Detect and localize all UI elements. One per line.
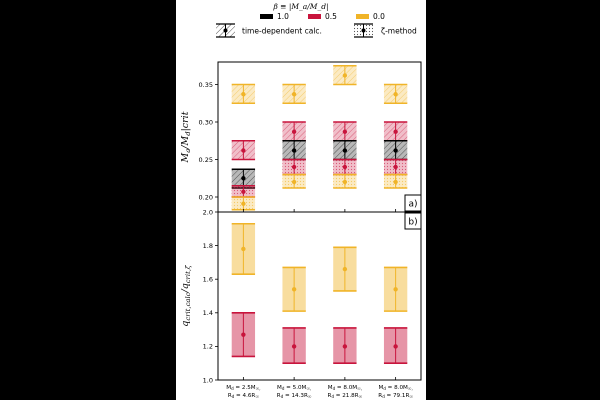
y-tick-label: 1.2 xyxy=(203,343,213,351)
y-tick-label: 1.4 xyxy=(203,309,213,317)
data-point xyxy=(342,179,348,185)
data-point xyxy=(241,148,246,153)
series-calc-beta-1.0 xyxy=(231,139,408,189)
legend-entry-beta-0.0: 0.0 xyxy=(356,12,385,21)
x-tick-label-line2: Rd = 21.8R☉ xyxy=(328,393,363,399)
y-tick-label: 0.20 xyxy=(199,193,213,201)
data-point xyxy=(291,148,297,153)
x-tick-label-line2: Rd = 79.1R☉ xyxy=(378,393,413,399)
legend: β ≡ |M_a/M_d|1.0 0.5 0.0 time-dependent cal… xyxy=(216,2,417,38)
panel-label: b) xyxy=(408,218,417,228)
y-tick-label: 0.35 xyxy=(199,81,213,89)
data-point xyxy=(393,344,398,349)
legend-title: β ≡ |M_a/M_d| xyxy=(272,2,328,11)
panel-b: 1.0 1.2 1.4 1.6 1.8 2.0 qcrit,calc/qcrit,ζ b) xyxy=(180,208,422,384)
y-tick-label: 1.6 xyxy=(203,276,213,284)
panel-label-box xyxy=(404,212,422,230)
data-point xyxy=(241,176,246,181)
data-point xyxy=(241,201,246,206)
data-point xyxy=(393,92,398,97)
data-point xyxy=(342,148,348,153)
data-point xyxy=(291,344,297,349)
x-tick-label-line2: Rd = 14.3R☉ xyxy=(277,393,312,399)
data-point xyxy=(291,287,297,292)
legend-label-0.0: 0.0 xyxy=(373,12,385,21)
legend-method-marker xyxy=(223,28,228,33)
data-point xyxy=(342,344,348,349)
series-zeta-beta-0.0 xyxy=(231,173,408,211)
series-zeta-beta-0.5 xyxy=(231,158,408,198)
y-tick-label: 2.0 xyxy=(203,208,213,216)
y-axis-label: Ma/Md|crit xyxy=(180,111,192,163)
data-point xyxy=(291,179,297,185)
x-tick-label-line1: Md = 8.0M☉, xyxy=(328,385,362,391)
y-tick-label: 1.8 xyxy=(203,242,213,250)
data-point xyxy=(291,92,297,97)
data-point xyxy=(393,287,398,292)
panel-label: a) xyxy=(408,200,417,210)
x-tick-label-line1: Md = 8.0M☉, xyxy=(379,385,413,391)
data-point xyxy=(241,189,246,194)
series-calc-beta-0.5 xyxy=(231,121,408,161)
legend-entry-method-time-dependent: time-dependent calc. xyxy=(216,23,322,38)
y-tick-label: 0.30 xyxy=(199,118,213,126)
data-point xyxy=(393,148,398,153)
y-tick-label: 0.25 xyxy=(199,156,213,164)
legend-entry-beta-1.0: 1.0 xyxy=(260,12,289,21)
series-calc-beta-0.0 xyxy=(231,64,408,105)
legend-entry-method-zeta: ζ-method xyxy=(354,23,417,38)
legend-swatch-0.0 xyxy=(356,14,369,19)
data-point xyxy=(342,164,348,170)
data-point xyxy=(342,73,348,78)
legend-method-label: ζ-method xyxy=(381,27,417,36)
data-point xyxy=(393,129,398,134)
series-calc-beta-0.5 xyxy=(231,311,408,365)
data-point xyxy=(393,164,398,170)
x-tick-label-line2: Rd = 4.6R☉ xyxy=(228,393,259,399)
panel-label-box xyxy=(404,194,422,212)
y-axis-label: qcrit,calc/qcrit,ζ xyxy=(180,264,192,327)
y-tick-label: 1.0 xyxy=(203,376,213,384)
data-point xyxy=(291,164,297,170)
data-point xyxy=(342,266,348,272)
x-axis: Md = 2.5M☉, Rd = 4.6R☉ Md = 5.0M☉, Rd = 14.… xyxy=(226,385,413,399)
panel-a: 0.20 0.25 0.30 0.35 Ma/Md|crit a) xyxy=(180,61,422,213)
data-point xyxy=(393,179,398,185)
x-tick-label-line1: Md = 2.5M☉, xyxy=(226,385,260,391)
data-point xyxy=(291,129,297,134)
data-point xyxy=(241,246,246,252)
series-calc-beta-0.0 xyxy=(231,222,408,312)
panels: 0.20 0.25 0.30 0.35 Ma/Md|crit a) 1.0 1.2 1.4 1.6… xyxy=(180,61,422,384)
legend-label-1.0: 1.0 xyxy=(277,12,289,21)
legend-method-marker xyxy=(361,28,366,33)
x-tick-label-line1: Md = 5.0M☉, xyxy=(277,385,311,391)
data-point xyxy=(342,129,348,134)
legend-entry-beta-0.5: 0.5 xyxy=(308,12,337,21)
data-point xyxy=(241,332,246,337)
axes-frame xyxy=(217,211,422,381)
figure: β ≡ |M_a/M_d| 1.0 0.5 0.0 time-dependent cal… xyxy=(176,0,426,400)
legend-swatch-0.5 xyxy=(308,14,321,19)
legend-label-0.5: 0.5 xyxy=(325,12,337,21)
legend-method-label: time-dependent calc. xyxy=(242,27,322,36)
data-point xyxy=(241,92,246,97)
legend-swatch-1.0 xyxy=(260,14,273,19)
